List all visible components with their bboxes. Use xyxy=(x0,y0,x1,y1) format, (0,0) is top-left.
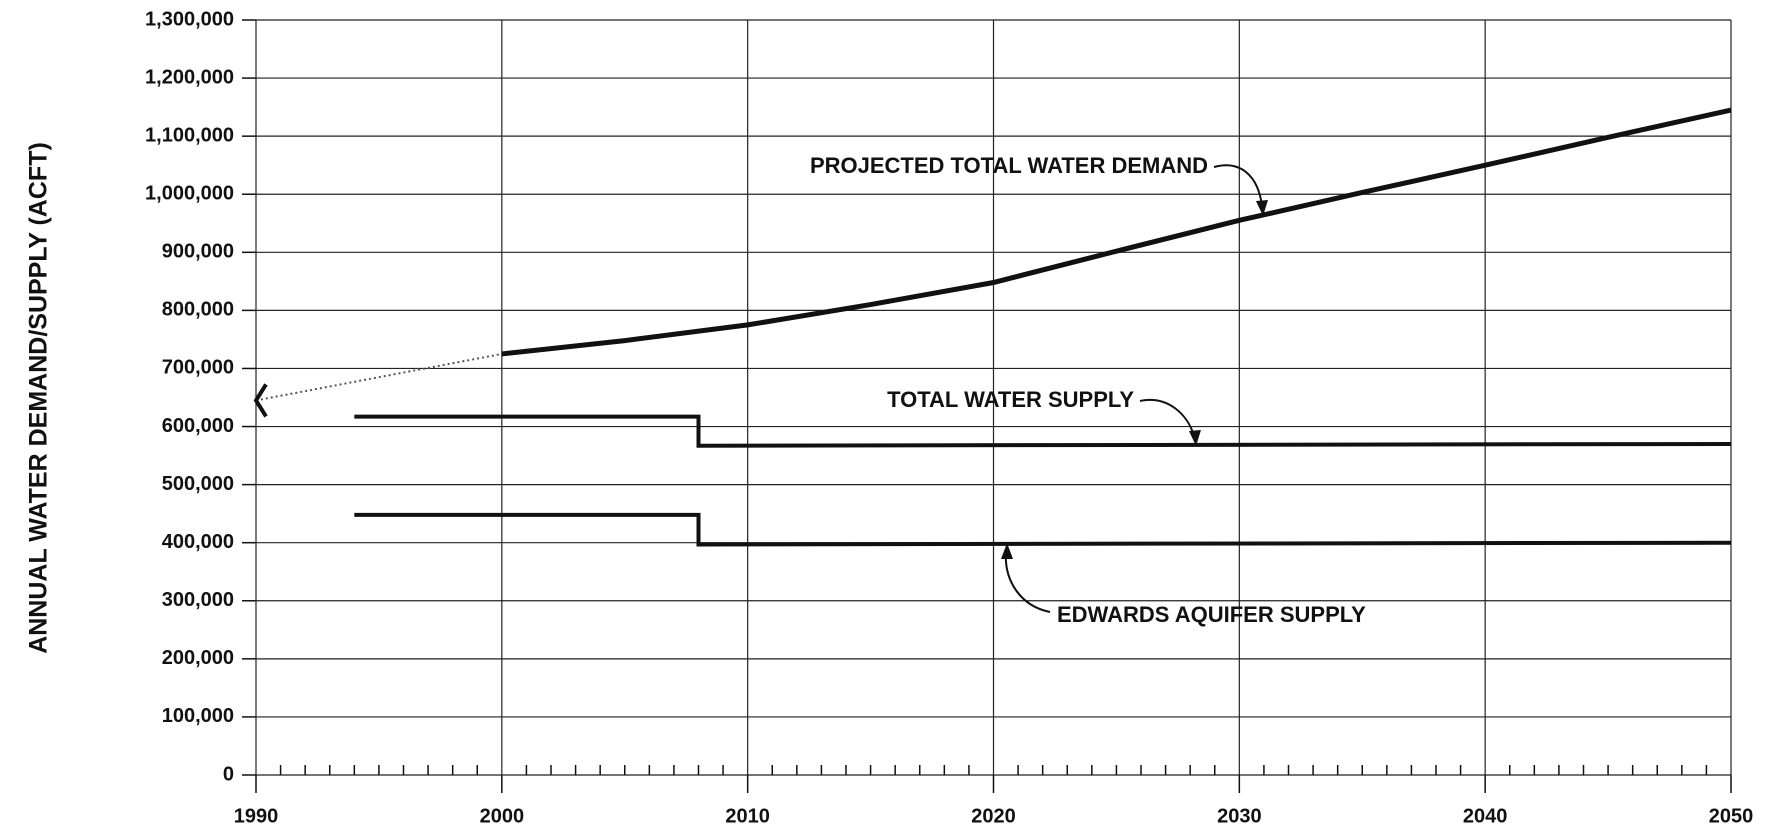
annotation: TOTAL WATER SUPPLY xyxy=(887,387,1134,412)
y-tick-label: 600,000 xyxy=(162,415,234,437)
y-tick-label: 800,000 xyxy=(162,299,234,321)
annotation-arrow xyxy=(1213,164,1263,207)
x-tick-label: 1990 xyxy=(234,805,279,827)
y-axis-label: ANNUAL WATER DEMAND/SUPPLY (ACFT) xyxy=(25,142,53,654)
series-line xyxy=(354,414,1732,448)
y-tick-label: 0 xyxy=(223,763,234,785)
y-tick-label: 400,000 xyxy=(162,531,234,553)
projection-line xyxy=(255,352,503,402)
annotation-arrow-head xyxy=(1189,430,1201,446)
x-tick-label: 2020 xyxy=(971,805,1016,827)
annotation: PROJECTED TOTAL WATER DEMAND xyxy=(810,153,1208,178)
x-tick-label: 2050 xyxy=(1709,805,1754,827)
annotation-arrow-head xyxy=(1001,543,1013,559)
x-tick-label: 2030 xyxy=(1217,805,1262,827)
annotation-arrow-head xyxy=(1256,200,1268,216)
series-line xyxy=(501,107,1732,357)
series-line xyxy=(354,512,1732,547)
x-tick-label: 2010 xyxy=(725,805,770,827)
annotation: EDWARDS AQUIFER SUPPLY xyxy=(1057,602,1366,627)
annotation-arrow xyxy=(1139,398,1195,437)
y-tick-label: 1,100,000 xyxy=(145,124,234,146)
arrow-head xyxy=(253,383,268,418)
y-tick-label: 1,200,000 xyxy=(145,66,234,88)
x-tick-label: 2040 xyxy=(1463,805,1508,827)
y-tick-label: 200,000 xyxy=(162,647,234,669)
y-tick-label: 100,000 xyxy=(162,705,234,727)
y-tick-label: 700,000 xyxy=(162,357,234,379)
y-tick-label: 300,000 xyxy=(162,589,234,611)
y-tick-label: 900,000 xyxy=(162,241,234,263)
y-tick-label: 1,000,000 xyxy=(145,183,234,205)
y-tick-label: 500,000 xyxy=(162,473,234,495)
annotation-arrow xyxy=(1004,551,1051,613)
x-tick-label: 2000 xyxy=(480,805,525,827)
y-tick-label: 1,300,000 xyxy=(145,8,234,30)
